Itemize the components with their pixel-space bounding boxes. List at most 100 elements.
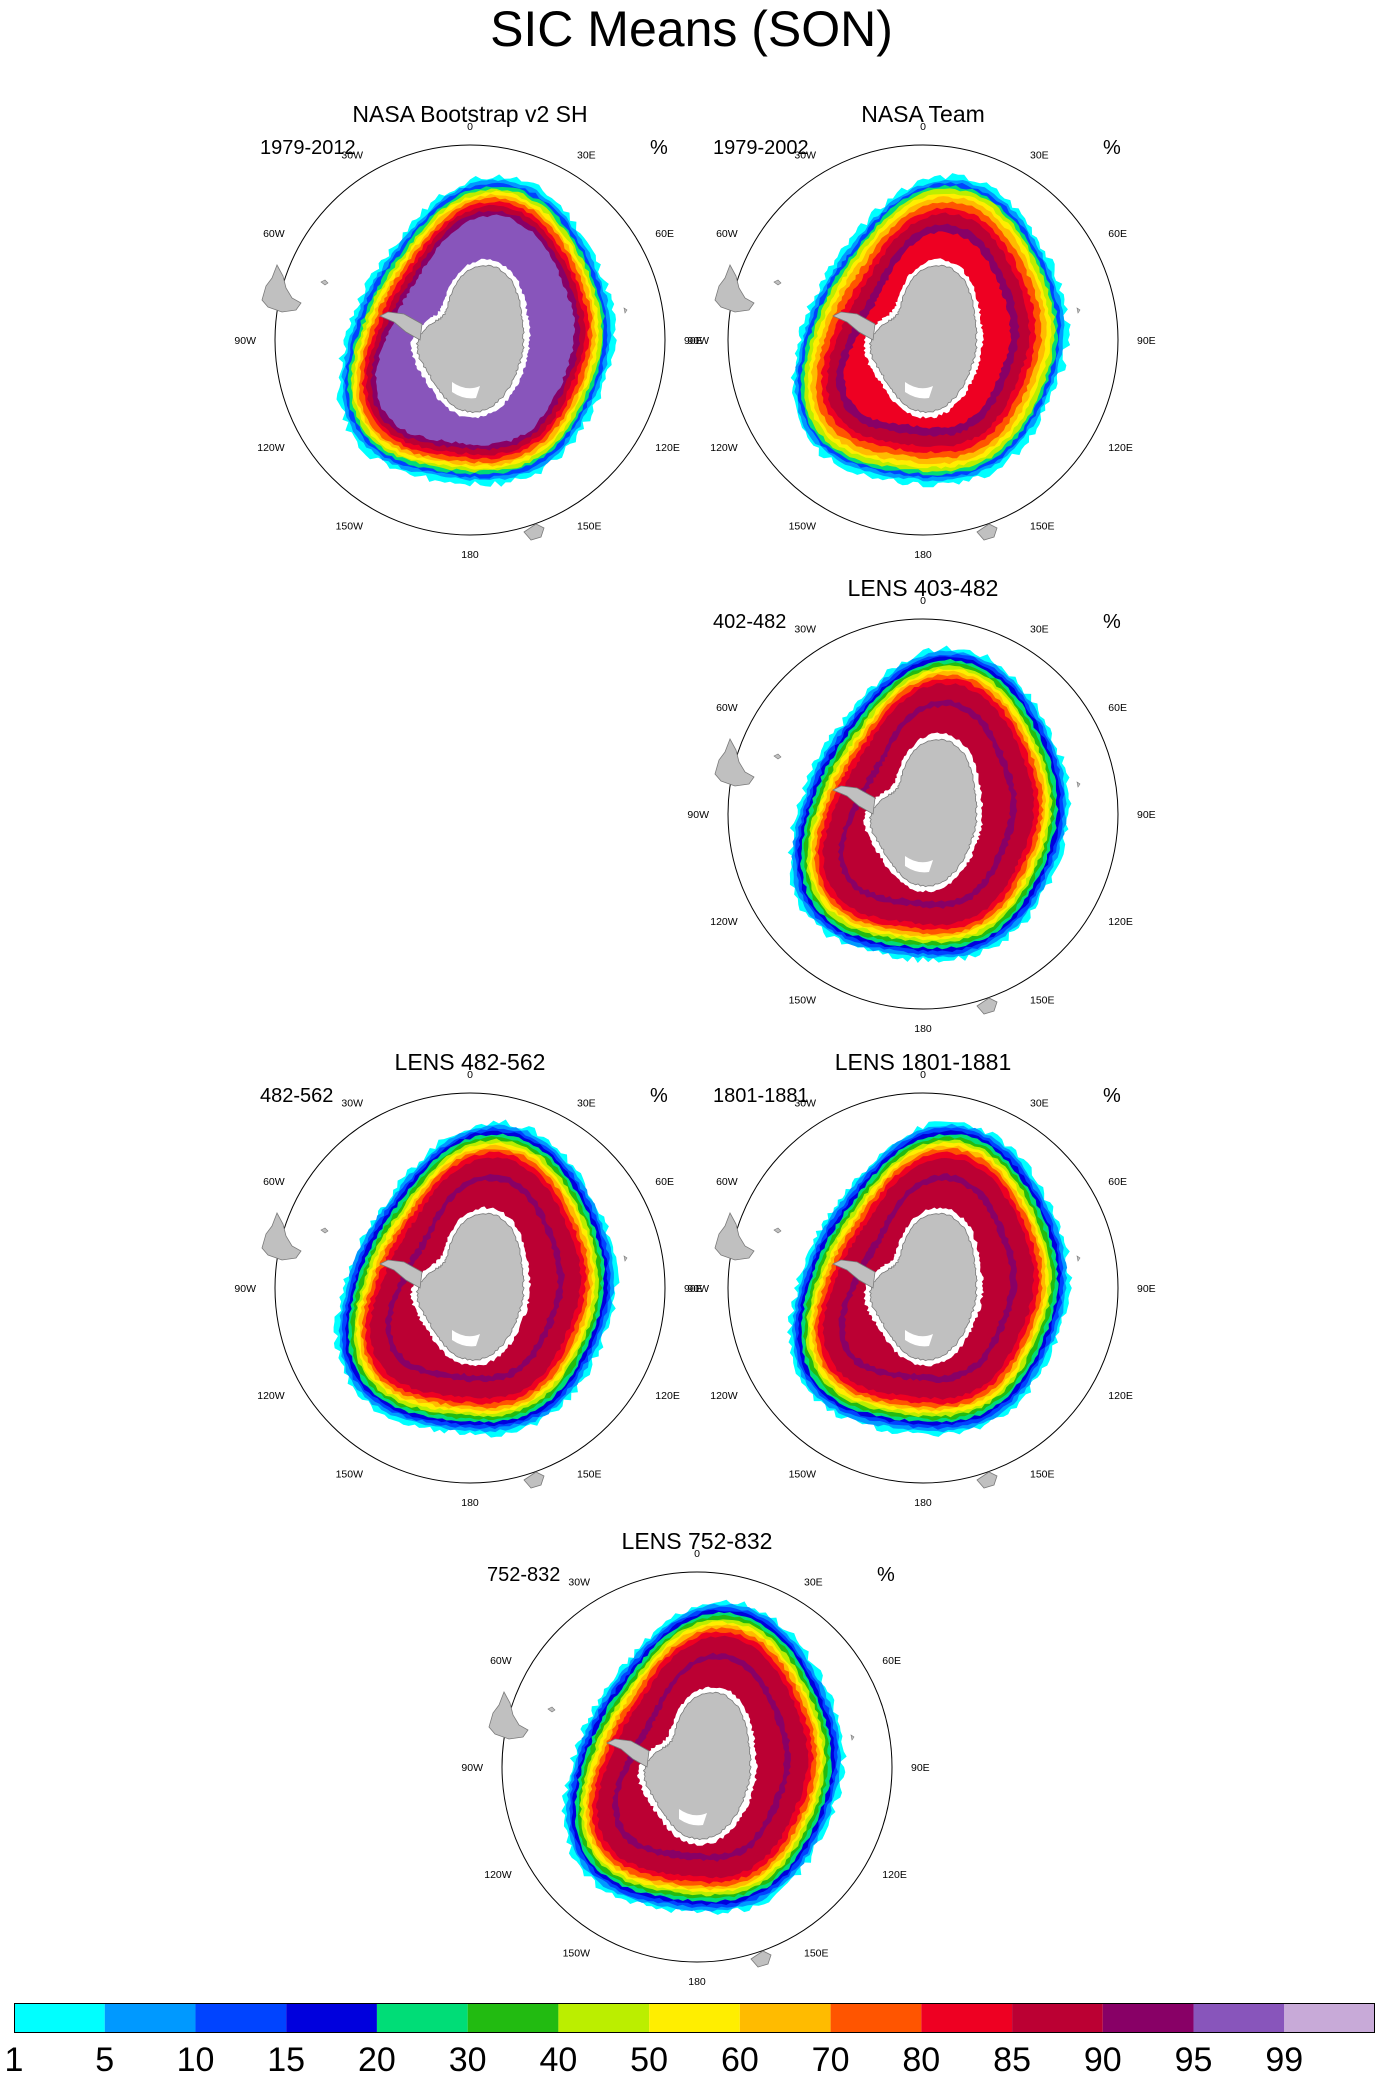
polar-stereographic-map: 0 30E 60E 90E 120E 150E 180 150W 120W 90W 60W 30W — [687, 121, 1155, 561]
ross-ice-shelf — [905, 856, 933, 873]
panel-unit-label: % — [1103, 611, 1121, 633]
longitude-label: 120W — [257, 1390, 285, 1402]
colorbar-level-label: 80 — [902, 2041, 941, 2079]
longitude-label: 90W — [687, 1283, 709, 1295]
kerguelen-island — [623, 1255, 628, 1262]
antarctica-landmass — [868, 738, 978, 888]
south-georgia-island — [320, 1227, 329, 1234]
longitude-label: 120W — [710, 442, 738, 454]
longitude-label: 60E — [1108, 228, 1127, 240]
longitude-label: 30W — [341, 150, 363, 162]
kerguelen-island — [850, 1734, 855, 1741]
longitude-label: 60W — [490, 1655, 512, 1667]
longitude-label: 90W — [234, 1283, 256, 1295]
longitude-label: 30W — [568, 1577, 590, 1589]
colorbar-segment — [830, 2003, 922, 2033]
longitude-label: 120E — [1108, 1390, 1133, 1402]
longitude-label: 120E — [1108, 442, 1133, 454]
longitude-label: 150W — [789, 994, 817, 1006]
colorbar-segment — [558, 2003, 650, 2033]
longitude-label: 120E — [655, 1390, 680, 1402]
antarctica-landmass — [642, 1691, 752, 1841]
antarctic-peninsula — [606, 1738, 650, 1768]
antarctic-peninsula — [832, 785, 876, 815]
colorbar-segment — [739, 2003, 831, 2033]
antarctica-landmass — [415, 264, 525, 414]
kerguelen-island — [623, 307, 628, 314]
map-panel-bootstrap: NASA Bootstrap v2 SH 1979-2012 % 0 30E 60E… — [150, 100, 790, 600]
longitude-label: 0 — [920, 1069, 926, 1081]
colorbar-segment — [1012, 2003, 1103, 2033]
longitude-label: 30E — [1030, 150, 1049, 162]
longitude-label: 90E — [684, 335, 703, 347]
colorbar-level-label: 40 — [539, 2041, 578, 2079]
longitude-label: 150E — [1030, 1468, 1055, 1480]
longitude-label: 60E — [655, 1176, 674, 1188]
south-georgia-island — [320, 279, 329, 286]
longitude-label: 90W — [687, 335, 709, 347]
new-zealand-landmass — [976, 523, 998, 541]
longitude-label: 30E — [1030, 1098, 1049, 1110]
longitude-label: 0 — [920, 121, 926, 133]
colorbar-level-label: 85 — [993, 2041, 1032, 2079]
colorbar-segment — [467, 2003, 559, 2033]
south-america-landmass — [714, 738, 755, 787]
longitude-label: 90E — [1137, 809, 1156, 821]
ross-ice-shelf — [905, 382, 933, 399]
longitude-label: 90W — [461, 1762, 483, 1774]
new-zealand-landmass — [976, 997, 998, 1015]
colorbar-level-label: 70 — [811, 2041, 850, 2079]
map-panel-lens-482-562: LENS 482-562 482-562 % 0 30E 60E 90E 120E 150… — [150, 1048, 790, 1548]
longitude-label: 120W — [710, 916, 738, 928]
panel-unit-label: % — [650, 137, 668, 159]
colorbar-frame — [14, 2003, 1375, 2033]
panel-title: LENS 752-832 — [621, 1528, 773, 1554]
south-america-landmass — [261, 264, 302, 313]
longitude-label: 180 — [461, 1497, 479, 1509]
longitude-label: 30W — [794, 624, 816, 636]
panel-title: NASA Bootstrap v2 SH — [352, 101, 588, 127]
map-panel-lens-403-482: LENS 403-482 402-482 % 0 30E 60E 90E 120E 150… — [603, 574, 1243, 1074]
colorbar-segment — [1193, 2003, 1285, 2033]
longitude-label: 90E — [1137, 1283, 1156, 1295]
panel-unit-label: % — [1103, 137, 1121, 159]
longitude-label: 150W — [789, 1468, 817, 1480]
longitude-label: 60E — [1108, 1176, 1127, 1188]
map-panel-lens-752-832: LENS 752-832 752-832 % 0 30E 60E 90E 120E 150… — [377, 1527, 1017, 2027]
new-zealand-landmass — [523, 523, 545, 541]
longitude-label: 90W — [234, 335, 256, 347]
longitude-label: 150E — [577, 1468, 602, 1480]
longitude-label: 60W — [716, 702, 738, 714]
longitude-label: 30W — [794, 1098, 816, 1110]
longitude-label: 0 — [694, 1548, 700, 1560]
polar-stereographic-map: 0 30E 60E 90E 120E 150E 180 150W 120W 90W 60W 30W — [461, 1548, 929, 1988]
colorbar-level-label: 90 — [1083, 2041, 1122, 2079]
colorbar-level-label: 10 — [176, 2041, 215, 2079]
longitude-label: 60E — [1108, 702, 1127, 714]
longitude-label: 90W — [687, 809, 709, 821]
colorbar-labels: 1 5 10 15 20 30 40 50 60 70 80 85 90 95 99 — [0, 2040, 1383, 2082]
longitude-label: 180 — [688, 1976, 706, 1988]
map-panel-lens-1801-1881: LENS 1801-1881 1801-1881 % 0 30E 60E 90E 120… — [603, 1048, 1243, 1548]
longitude-label: 150E — [1030, 994, 1055, 1006]
colorbar-segment — [1284, 2003, 1375, 2033]
ross-ice-shelf — [452, 1330, 480, 1347]
new-zealand-landmass — [976, 1471, 998, 1489]
kerguelen-island — [1076, 307, 1081, 314]
longitude-label: 60W — [716, 1176, 738, 1188]
colorbar-level-label: 5 — [95, 2041, 115, 2079]
colorbar-segment — [376, 2003, 468, 2033]
polar-stereographic-map: 0 30E 60E 90E 120E 150E 180 150W 120W 90W 60W 30W — [687, 1069, 1156, 1509]
polar-stereographic-map: 0 30E 60E 90E 120E 150E 180 150W 120W 90W 60W 30W — [234, 1069, 702, 1509]
longitude-label: 180 — [461, 549, 479, 561]
longitude-label: 180 — [914, 1497, 932, 1509]
longitude-label: 180 — [914, 1023, 932, 1035]
colorbar-segment — [1102, 2003, 1194, 2033]
panel-title: LENS 482-562 — [394, 1049, 546, 1075]
longitude-label: 60E — [882, 1655, 901, 1667]
longitude-label: 0 — [467, 121, 473, 133]
longitude-label: 150E — [577, 520, 602, 532]
longitude-label: 120E — [655, 442, 680, 454]
longitude-label: 30W — [341, 1098, 363, 1110]
longitude-label: 120E — [882, 1869, 907, 1881]
